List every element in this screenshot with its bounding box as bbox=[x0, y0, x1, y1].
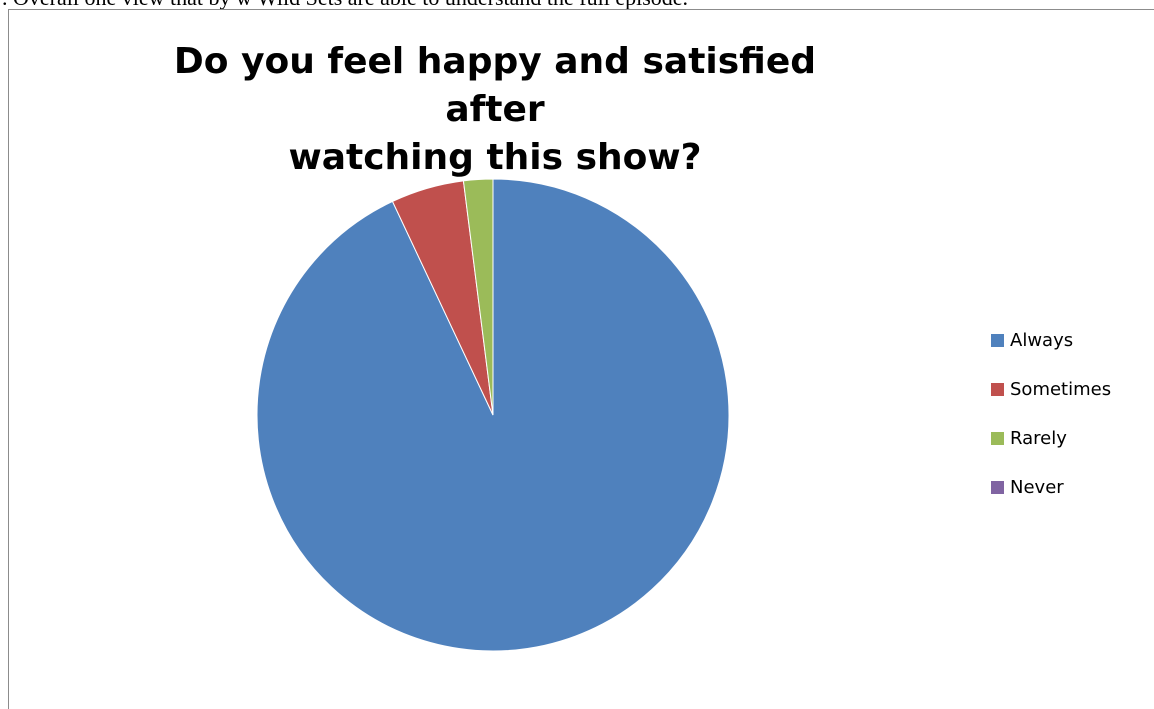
legend-item-sometimes: Sometimes bbox=[991, 377, 1111, 402]
legend-label: Rarely bbox=[1010, 428, 1067, 449]
legend-item-always: Always bbox=[991, 328, 1111, 353]
legend-label: Sometimes bbox=[1010, 379, 1112, 400]
legend-item-never: Never bbox=[991, 475, 1111, 500]
pie-slice-rarely bbox=[462, 178, 494, 416]
legend-swatch bbox=[991, 383, 1004, 396]
chart-frame bbox=[8, 9, 1154, 709]
chart-title-line-1: Do you feel happy and satisfied after bbox=[173, 41, 817, 130]
legend: Always Sometimes Rarely Never bbox=[991, 328, 1111, 524]
chart-title-line-2: watching this show? bbox=[288, 137, 702, 178]
clipped-document-text: . Overall one view that by w Wild Sets a… bbox=[0, 0, 1154, 10]
legend-item-rarely: Rarely bbox=[991, 426, 1111, 451]
legend-swatch bbox=[991, 334, 1004, 347]
legend-label: Always bbox=[1010, 330, 1074, 351]
pie-chart bbox=[256, 178, 730, 652]
legend-swatch bbox=[991, 481, 1004, 494]
chart-title: Do you feel happy and satisfied after wa… bbox=[150, 38, 840, 182]
legend-label: Never bbox=[1010, 477, 1064, 498]
legend-swatch bbox=[991, 432, 1004, 445]
